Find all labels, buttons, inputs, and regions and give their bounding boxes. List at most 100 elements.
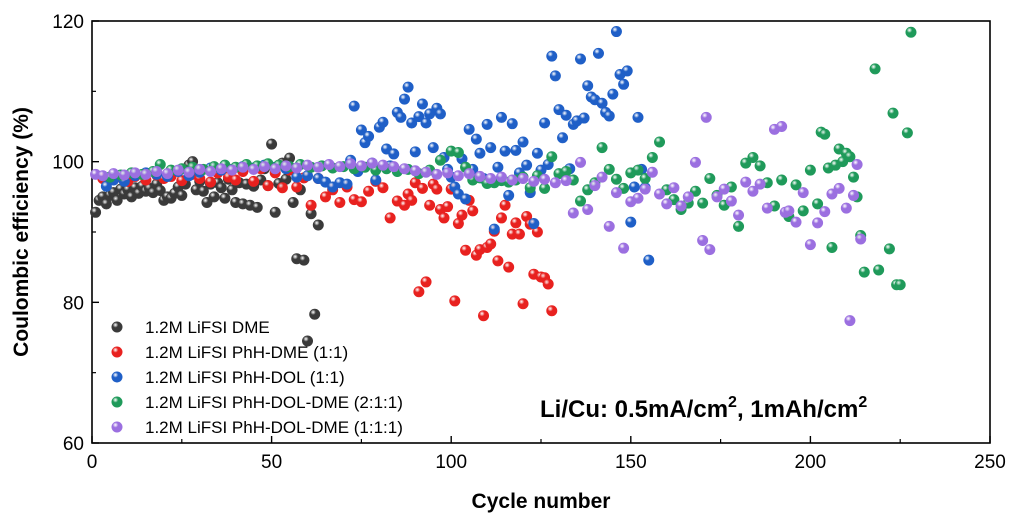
data-point	[560, 175, 572, 187]
x-tick-label: 0	[87, 452, 98, 473]
legend-marker	[111, 371, 123, 383]
legend-label: 1.2M LiFSI PhH-DOL-DME (2:1:1)	[145, 393, 403, 412]
data-point	[312, 219, 324, 231]
data-point	[776, 121, 788, 133]
data-point	[108, 168, 120, 180]
data-point	[747, 185, 759, 197]
data-point	[575, 195, 587, 207]
data-point	[420, 117, 432, 129]
data-point	[596, 97, 608, 109]
data-point	[205, 166, 217, 178]
data-point	[409, 146, 421, 158]
data-point	[298, 254, 310, 266]
data-point	[197, 185, 209, 197]
data-point	[355, 124, 367, 136]
data-point	[646, 166, 658, 178]
data-point	[287, 196, 299, 208]
data-point	[858, 266, 870, 278]
data-point	[427, 142, 439, 154]
data-point	[618, 242, 630, 254]
x-tick-label: 250	[974, 452, 1006, 473]
data-point	[388, 148, 400, 160]
data-point	[654, 188, 666, 200]
data-point	[517, 136, 529, 148]
data-point	[154, 185, 166, 197]
data-point	[406, 194, 418, 206]
data-point	[97, 170, 109, 182]
data-point	[539, 173, 551, 185]
data-point	[549, 177, 561, 189]
data-point	[754, 178, 766, 190]
data-point	[452, 147, 464, 159]
data-point	[215, 163, 227, 175]
y-tick-label: 60	[63, 434, 84, 455]
data-point	[589, 180, 601, 192]
data-point	[840, 202, 852, 214]
data-point	[643, 254, 655, 266]
data-point	[776, 174, 788, 186]
data-point	[718, 183, 730, 195]
legend-marker	[111, 396, 123, 408]
data-point	[492, 255, 504, 267]
data-point	[869, 63, 881, 75]
data-point	[406, 117, 418, 129]
data-point	[578, 112, 590, 124]
data-point	[399, 93, 411, 105]
data-point	[495, 212, 507, 224]
data-point	[894, 279, 906, 291]
conditions-annotation: Li/Cu: 0.5mA/cm2, 1mAh/cm2	[540, 394, 867, 423]
data-point	[819, 206, 831, 218]
legend-marker	[111, 321, 123, 333]
data-point	[334, 161, 346, 173]
data-point	[733, 209, 745, 221]
data-point	[575, 156, 587, 168]
y-tick-label: 120	[52, 12, 84, 33]
legend-marker	[111, 421, 123, 433]
data-point	[819, 128, 831, 140]
data-point	[575, 53, 587, 65]
data-point	[363, 185, 375, 197]
data-point	[413, 286, 425, 298]
data-point	[675, 200, 687, 212]
data-point	[395, 111, 407, 123]
data-point	[416, 98, 428, 110]
data-point	[384, 212, 396, 224]
data-point	[266, 138, 278, 150]
series-1-2m-lifsi-phh-dol-1-1	[100, 26, 655, 266]
axes-layer: 0 50 100 150 200 250 60 80 100 120	[52, 12, 1006, 473]
data-point	[420, 166, 432, 178]
legend-label: 1.2M LiFSI DME	[145, 318, 270, 337]
data-point	[226, 164, 238, 176]
data-point	[90, 206, 102, 218]
data-point	[851, 158, 863, 170]
annotation-sup1: 2	[728, 394, 737, 411]
data-point	[531, 147, 543, 159]
data-point	[485, 142, 497, 154]
data-point	[503, 261, 515, 273]
data-point	[111, 194, 123, 206]
data-point	[632, 164, 644, 176]
data-point	[754, 160, 766, 172]
data-point	[603, 110, 615, 122]
y-tick-label: 80	[63, 293, 84, 314]
data-point	[431, 183, 443, 195]
data-point	[506, 174, 518, 186]
data-point	[305, 199, 317, 211]
data-point	[560, 166, 572, 178]
data-point	[521, 159, 533, 171]
data-point	[704, 173, 716, 185]
legend-label: 1.2M LiFSI PhH-DOL (1:1)	[145, 368, 345, 387]
x-tick-label: 150	[615, 452, 647, 473]
data-point	[215, 182, 227, 194]
y-tick-label: 100	[52, 153, 84, 174]
data-point	[248, 175, 260, 187]
data-point	[639, 183, 651, 195]
data-point	[208, 191, 220, 203]
data-point	[654, 136, 666, 148]
data-point	[463, 168, 475, 180]
data-point	[312, 161, 324, 173]
data-point	[194, 163, 206, 175]
data-point	[546, 50, 558, 62]
data-point	[546, 305, 558, 317]
data-point	[485, 238, 497, 250]
